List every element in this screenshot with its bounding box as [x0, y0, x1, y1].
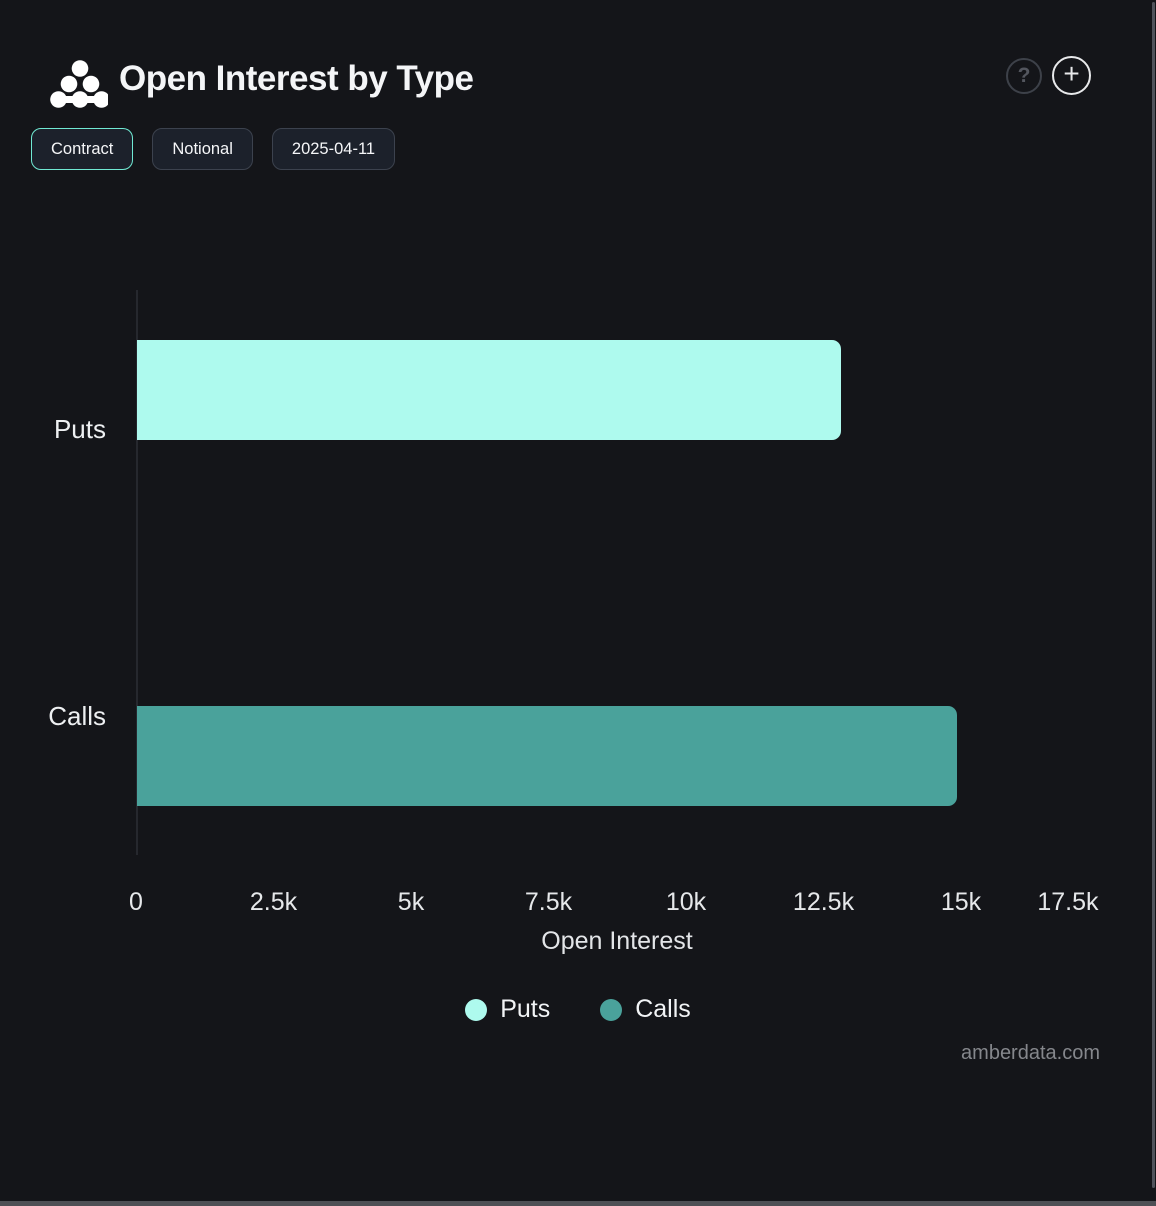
bar-puts[interactable]: [137, 340, 841, 440]
legend-dot-calls: [600, 998, 623, 1021]
legend-item-calls[interactable]: Calls: [600, 995, 691, 1024]
x-tick-label: 0: [129, 888, 143, 916]
date-picker-button[interactable]: 2025-04-11: [271, 128, 396, 170]
contract-toggle-button[interactable]: Contract: [31, 128, 134, 170]
watermark: amberdata.com: [961, 1042, 1100, 1064]
chart-legend: Puts Calls: [0, 995, 1156, 1024]
toolbar: Contract Notional 2025-04-11: [31, 128, 396, 170]
x-tick-label: 2.5k: [249, 888, 298, 916]
bar-calls[interactable]: [137, 706, 957, 806]
notional-toggle-button[interactable]: Notional: [152, 128, 253, 170]
help-icon[interactable]: ?: [1006, 58, 1042, 94]
x-tick-label: 12.5k: [792, 888, 855, 916]
y-axis-line: [136, 290, 138, 855]
x-tick-label: 10k: [665, 888, 707, 916]
legend-label-puts: Puts: [500, 995, 551, 1023]
horizontal-scrollbar[interactable]: [0, 1201, 1156, 1206]
x-tick-label: 7.5k: [524, 888, 573, 916]
legend-label-calls: Calls: [635, 995, 691, 1023]
y-tick-label-puts: Puts: [53, 414, 106, 444]
x-tick-label: 5k: [397, 888, 425, 916]
help-glyph: ?: [1017, 64, 1031, 87]
page-title: Open Interest by Type: [119, 59, 474, 98]
x-axis-ticks: 0 2.5k 5k 7.5k 10k 12.5k 15k 17.5k: [0, 888, 1156, 916]
x-axis-title: Open Interest: [541, 927, 693, 955]
add-icon[interactable]: +: [1052, 56, 1091, 95]
y-tick-label-calls: Calls: [48, 701, 106, 731]
amberdata-logo: [50, 60, 108, 108]
x-tick-label: 17.5k: [1037, 888, 1099, 916]
legend-item-puts[interactable]: Puts: [465, 995, 550, 1024]
legend-dot-puts: [465, 998, 488, 1021]
vertical-scrollbar[interactable]: [1152, 2, 1155, 1188]
plus-glyph: +: [1063, 58, 1080, 89]
x-tick-label: 15k: [940, 888, 982, 916]
